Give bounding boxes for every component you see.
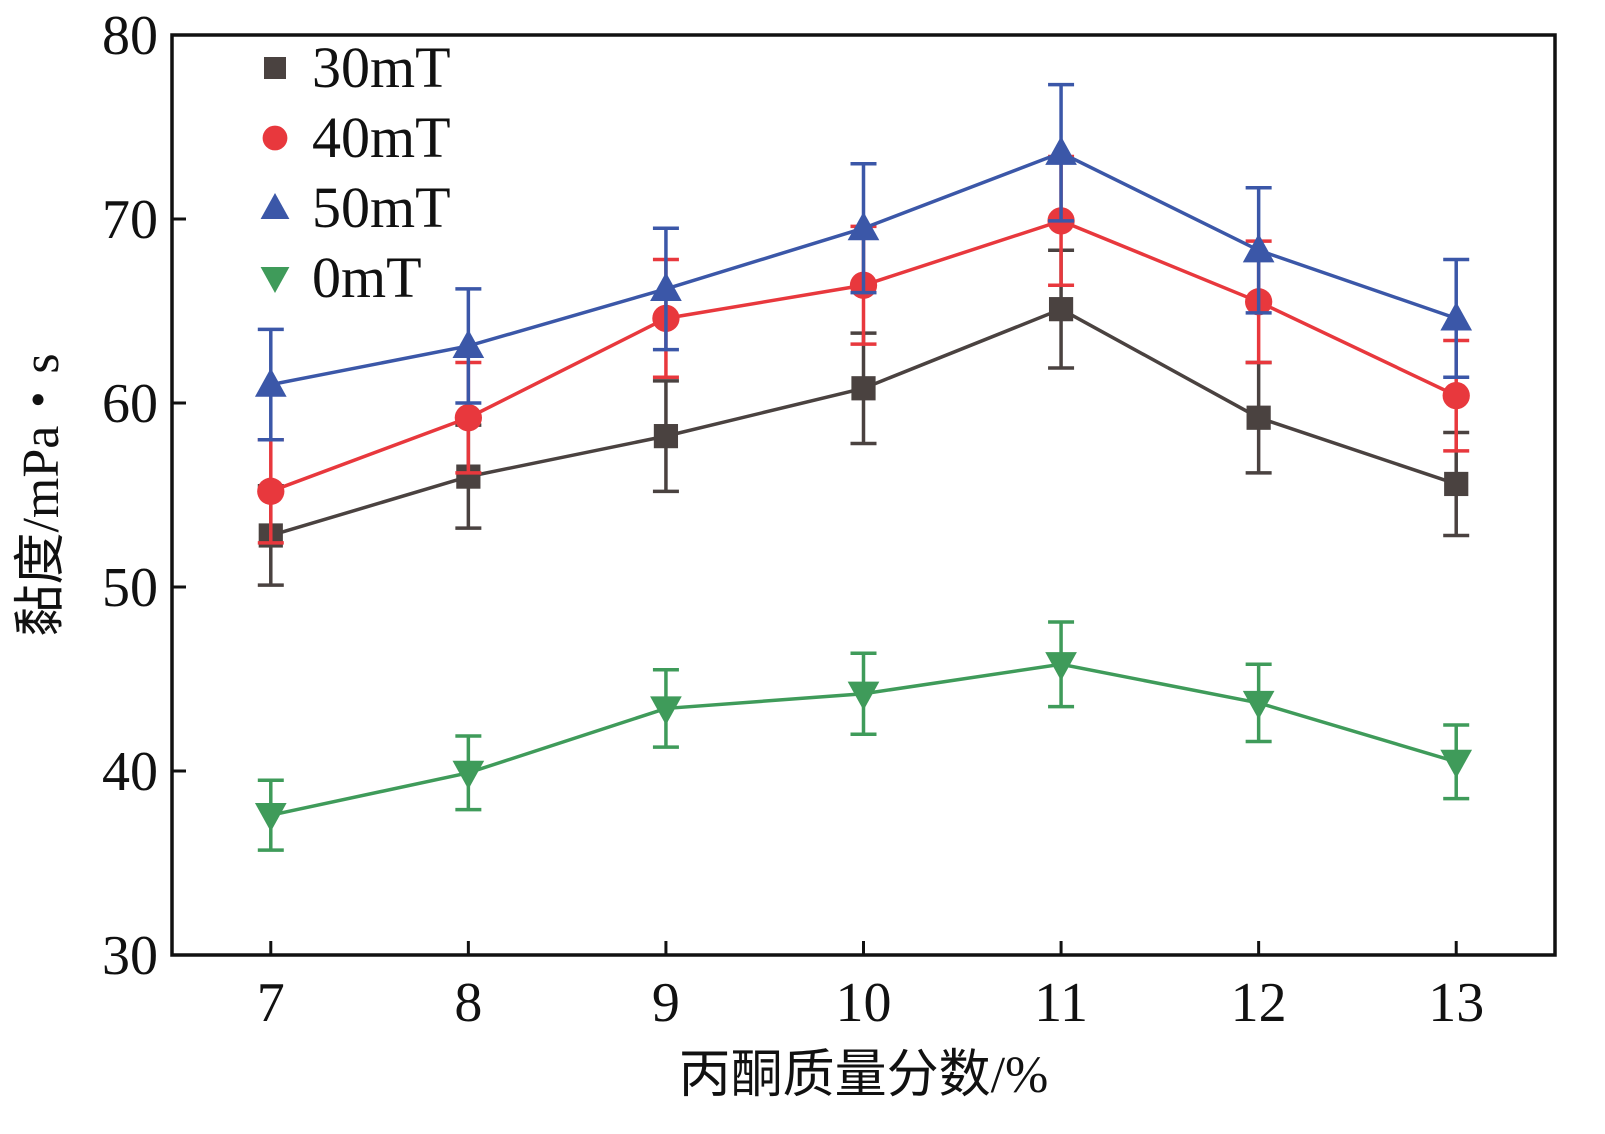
plot-area bbox=[254, 82, 1473, 852]
series-0mT bbox=[254, 620, 1473, 852]
legend-marker bbox=[264, 57, 286, 79]
y-tick-label: 50 bbox=[102, 557, 158, 619]
data-point bbox=[1440, 301, 1473, 331]
legend-label: 50mT bbox=[312, 175, 451, 240]
x-tick-label: 12 bbox=[1231, 972, 1287, 1034]
data-point bbox=[650, 272, 682, 302]
data-point bbox=[1048, 297, 1074, 322]
x-tick-label: 7 bbox=[257, 972, 285, 1034]
data-point bbox=[452, 329, 485, 359]
y-tick-label: 70 bbox=[102, 189, 158, 251]
y-tick-label: 30 bbox=[102, 925, 158, 987]
data-point bbox=[1242, 690, 1275, 720]
legend-label: 0mT bbox=[312, 245, 422, 310]
x-axis-title: 丙酮质量分数/% bbox=[679, 1047, 1049, 1104]
data-point bbox=[650, 696, 682, 725]
data-point bbox=[1045, 136, 1077, 165]
legend-item-30mT: 30mT bbox=[264, 35, 451, 100]
data-point bbox=[1045, 652, 1077, 681]
y-tick-label: 40 bbox=[102, 741, 158, 803]
axes: 7 8 9 10 11 12 13 30 40 50 60 70 80 bbox=[102, 5, 1557, 1034]
legend-item-50mT: 50mT bbox=[260, 175, 451, 240]
data-point bbox=[653, 424, 679, 449]
series-50mT bbox=[254, 82, 1473, 442]
data-point bbox=[851, 376, 876, 401]
x-tick-label: 8 bbox=[454, 972, 482, 1034]
data-point bbox=[847, 681, 880, 711]
legend-marker bbox=[260, 267, 290, 293]
legend-marker bbox=[262, 125, 288, 151]
legend-item-0mT: 0mT bbox=[260, 245, 422, 310]
data-point bbox=[452, 760, 485, 790]
legend-label: 30mT bbox=[312, 35, 451, 100]
data-point bbox=[254, 368, 287, 397]
legend-item-40mT: 40mT bbox=[262, 105, 451, 170]
data-point bbox=[1246, 405, 1271, 430]
y-tick-label: 60 bbox=[102, 373, 158, 435]
data-point bbox=[257, 477, 285, 505]
legend-label: 40mT bbox=[312, 105, 451, 170]
x-tick-label: 11 bbox=[1034, 972, 1088, 1034]
x-tick-label: 9 bbox=[652, 972, 680, 1034]
legend-marker bbox=[260, 193, 290, 219]
data-point bbox=[1444, 471, 1469, 497]
data-point bbox=[1440, 749, 1473, 779]
data-point bbox=[254, 803, 287, 832]
y-axis-title: 黏度/mPa・s bbox=[13, 353, 70, 636]
data-point bbox=[454, 404, 482, 432]
data-point bbox=[847, 211, 880, 241]
data-point bbox=[1442, 382, 1470, 410]
x-tick-label: 10 bbox=[836, 972, 892, 1034]
x-tick-label: 13 bbox=[1428, 972, 1484, 1034]
data-point bbox=[1242, 233, 1275, 263]
y-tick-label: 80 bbox=[102, 5, 158, 67]
